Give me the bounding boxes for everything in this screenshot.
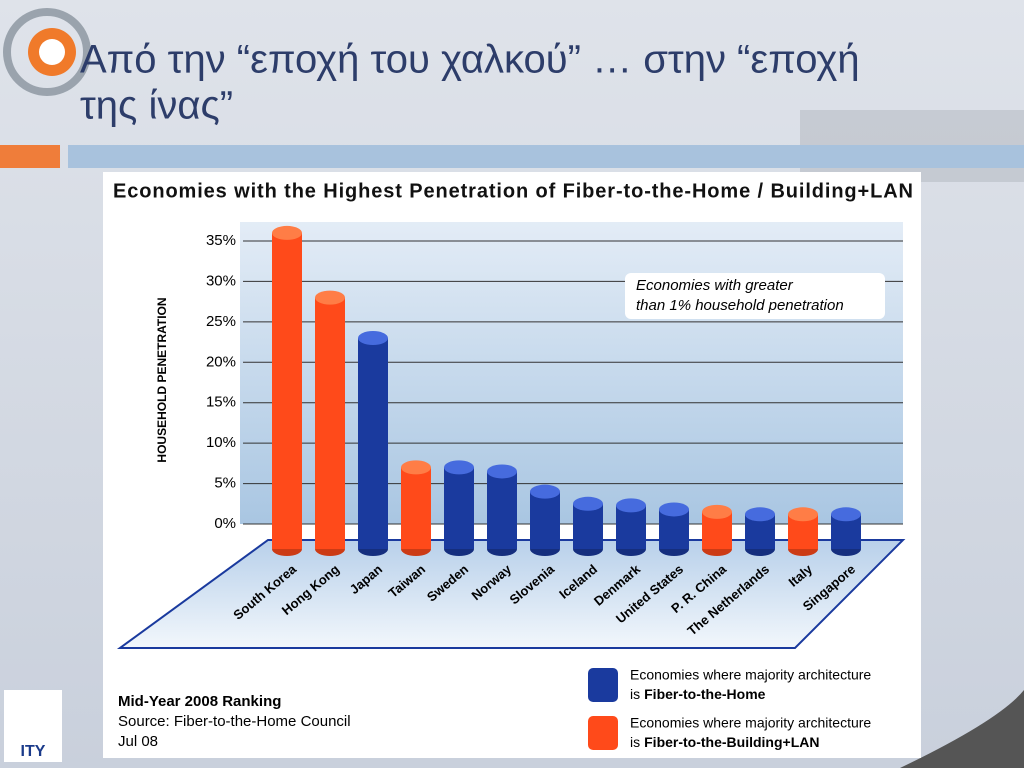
chart-title: Economies with the Highest Penetration o… <box>113 180 913 202</box>
legend-swatch <box>588 716 618 750</box>
annotation: than 1% household penetration <box>636 297 844 314</box>
header-bar-blue <box>68 145 1024 168</box>
bar <box>315 297 345 549</box>
bar <box>487 471 517 549</box>
y-tick-label: 35% <box>206 232 236 249</box>
bar-cap <box>616 498 646 513</box>
legend-text: is Fiber-to-the-Home <box>630 686 766 702</box>
logo-text: ITY <box>21 743 46 760</box>
bar-cap <box>745 507 775 522</box>
footer-source: Source: Fiber-to-the-Home Council <box>118 713 351 730</box>
bar-cap <box>831 507 861 522</box>
road <box>900 690 1024 768</box>
bar-cap <box>444 460 474 475</box>
y-tick-label: 20% <box>206 353 236 370</box>
bar <box>444 467 474 549</box>
bar <box>272 232 302 549</box>
y-tick-label: 15% <box>206 394 236 411</box>
bar-cap <box>788 507 818 522</box>
floor <box>116 539 906 649</box>
logo-ring <box>3 8 91 96</box>
bar-cap <box>702 504 732 519</box>
bar <box>573 503 603 549</box>
bar <box>616 505 646 549</box>
legend-swatch <box>588 668 618 702</box>
plot-area <box>240 222 903 524</box>
y-tick-label: 0% <box>214 515 236 532</box>
annotation: Economies with greater <box>636 277 794 294</box>
legend-text: Economies where majority architecture <box>630 667 871 683</box>
legend-text-prefix: is <box>630 686 640 702</box>
bar-cap <box>315 290 345 305</box>
y-tick-label: 25% <box>206 313 236 330</box>
logo-box <box>4 690 62 762</box>
slide-title: Από την “εποχή του χαλκού” … στην “εποχή <box>80 38 860 82</box>
bar-cap <box>530 484 560 499</box>
bar-cap <box>358 331 388 346</box>
slide-title: της ίνας” <box>80 84 233 128</box>
y-tick-label: 30% <box>206 272 236 289</box>
y-tick-label: 5% <box>214 475 236 492</box>
footer-date: Jul 08 <box>118 733 158 750</box>
legend-text-prefix: is <box>630 734 640 750</box>
bar-cap <box>401 460 431 475</box>
bar-cap <box>272 225 302 240</box>
legend-text-bold: Fiber-to-the-Building+LAN <box>644 734 819 750</box>
logo-center <box>39 39 65 65</box>
bar-cap <box>487 464 517 479</box>
header-bar-orange <box>0 145 60 168</box>
y-tick-label: 10% <box>206 434 236 451</box>
footer-title: Mid-Year 2008 Ranking <box>118 693 281 710</box>
y-axis-label: HOUSEHOLD PENETRATION <box>155 297 169 462</box>
legend-text: is Fiber-to-the-Building+LAN <box>630 734 820 750</box>
bar <box>530 491 560 549</box>
legend-text-bold: Fiber-to-the-Home <box>644 686 766 702</box>
bar-cap <box>573 496 603 511</box>
legend-text: Economies where majority architecture <box>630 715 871 731</box>
bar <box>358 338 388 549</box>
bar <box>401 467 431 549</box>
bar-cap <box>659 502 689 517</box>
annotation-box <box>625 273 885 319</box>
